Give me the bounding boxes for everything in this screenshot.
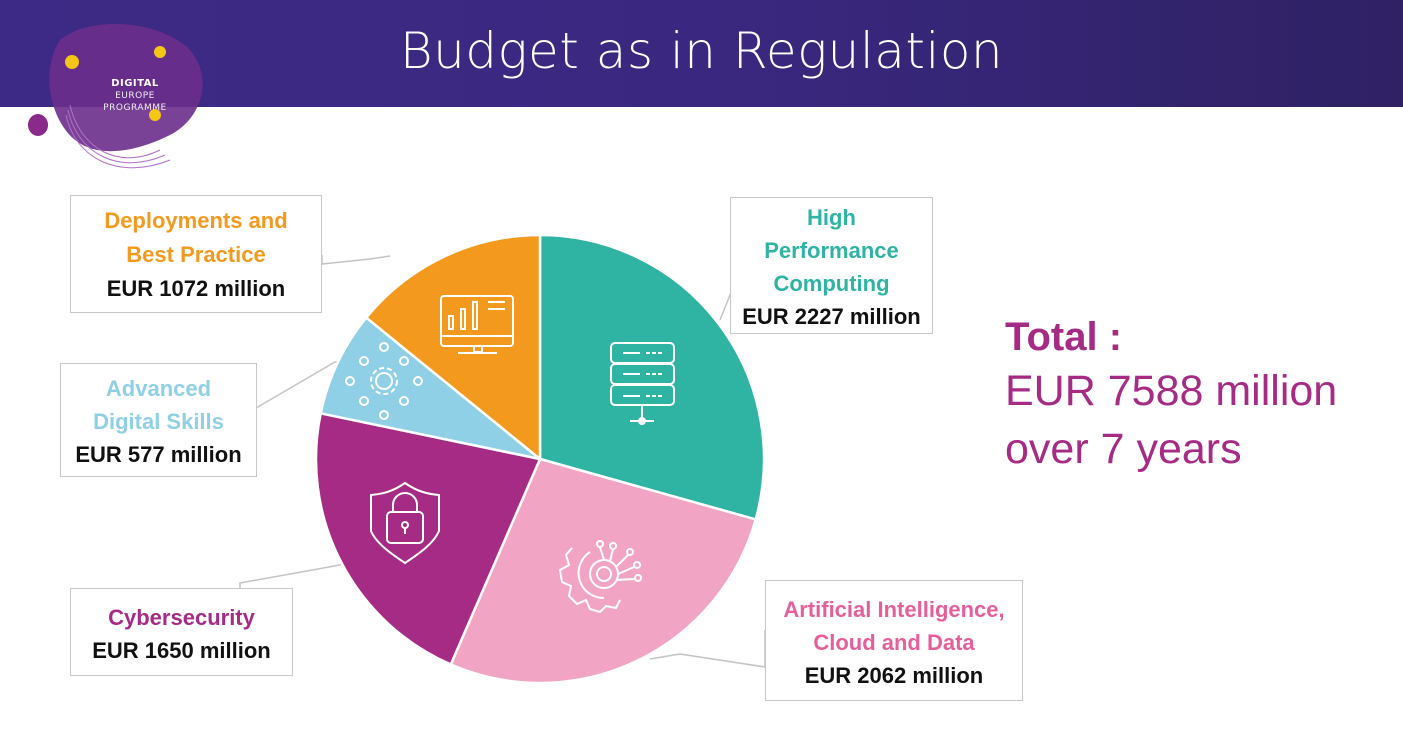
total-label: Total : [1005, 315, 1123, 359]
slice-value: EUR 1072 million [106, 276, 286, 301]
slice-name: High Performance Computing [764, 205, 899, 296]
slice-value: EUR 2227 million [742, 304, 921, 329]
total-period: over 7 years [1005, 425, 1242, 473]
label-hpc: High Performance Computing EUR 2227 mill… [730, 197, 933, 334]
pie-slice-cybersecurity [314, 411, 542, 667]
page-title: Budget as in Regulation [399, 22, 1004, 80]
label-skills: Advanced Digital Skills EUR 577 million [60, 363, 257, 477]
pie-slice-advanced-digital-skills [319, 315, 541, 461]
digital-europe-logo: DIGITAL EUROPE PROGRAMME [20, 10, 220, 170]
label-deployments: Deployments and Best Practice EUR 1072 m… [70, 195, 322, 313]
total-summary: Total : EUR 7588 million over 7 years [1005, 312, 1337, 478]
slice-value: EUR 577 million [75, 442, 242, 467]
pie-slice-artificial-intelligence-cloud-and-data [449, 457, 758, 685]
network-gear-icon [345, 342, 423, 420]
slice-name: Advanced Digital Skills [93, 376, 224, 434]
shield-lock-icon [370, 481, 440, 565]
ai-gear-icon [558, 540, 642, 614]
slice-name: Artificial Intelligence, Cloud and Data [783, 597, 1005, 655]
total-amount: EUR 7588 million [1005, 367, 1338, 415]
slice-name: Cybersecurity [108, 605, 255, 630]
header-bar [0, 0, 1403, 107]
slice-value: EUR 2062 million [804, 663, 984, 688]
logo-text: DIGITAL EUROPE PROGRAMME [103, 78, 167, 113]
slice-value: EUR 1650 million [92, 638, 271, 663]
label-ai: Artificial Intelligence, Cloud and Data … [765, 580, 1023, 701]
monitor-chart-icon [440, 295, 514, 354]
leader-line-cybersecurity [239, 562, 346, 588]
leader-line-deployments [321, 255, 391, 265]
label-cybersecurity: Cybersecurity EUR 1650 million [70, 588, 293, 676]
pie-slice-high-performance-computing [538, 233, 766, 521]
server-icon [610, 342, 675, 425]
slice-name: Deployments and Best Practice [104, 208, 288, 267]
